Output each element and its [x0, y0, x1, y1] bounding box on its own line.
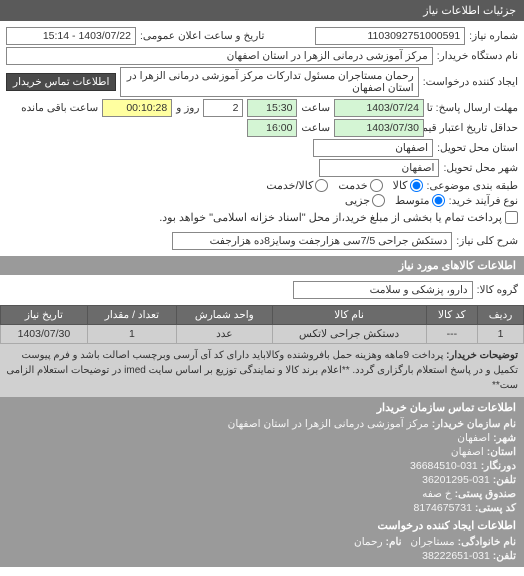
- tab-header: جزئیات اطلاعات نیاز: [0, 0, 524, 21]
- contact-tel: 031-38222651: [422, 550, 490, 562]
- cat-service-label: خدمت: [338, 179, 367, 192]
- contact-family-label: نام خانوادگی:: [458, 536, 516, 548]
- contact-name: رحمان: [354, 536, 383, 548]
- col-qty: تعداد / مقدار: [87, 306, 176, 325]
- contact-postal-label: کد پستی:: [475, 502, 516, 514]
- contact-org: مرکز آموزشی درمانی الزهرا در استان اصفها…: [228, 418, 429, 430]
- contact-phone-label: تلفن:: [493, 474, 516, 486]
- proc-partial-label: جزیی: [345, 194, 370, 207]
- deadline-date-field: 1403/07/24: [334, 99, 424, 117]
- delivery-province-field: اصفهان: [313, 139, 433, 157]
- goods-table: ردیف کد کالا نام کالا واحد شمارش تعداد /…: [0, 305, 524, 344]
- creator-label: ایجاد کننده درخواست:: [423, 76, 518, 88]
- cat-all-label: کالا: [393, 179, 408, 192]
- tab-title: جزئیات اطلاعات نیاز: [423, 4, 516, 17]
- request-no-label: شماره نیاز:: [469, 30, 518, 42]
- contact-tel-label: تلفن:: [493, 550, 516, 562]
- col-code: کد کالا: [426, 306, 478, 325]
- delivery-city-label: شهر محل تحویل:: [443, 162, 518, 174]
- price-validity-time-field: 16:00: [247, 119, 297, 137]
- notes-box: توضیحات خریدار: پرداخت 9ماهه وهزینه حمل …: [0, 344, 524, 397]
- contact-province: اصفهان: [451, 446, 484, 458]
- proc-medium-label: متوسط: [395, 194, 430, 207]
- desc-field: دستکش جراحی 7/5سی هزارجفت وسایز8ده هزارج…: [172, 232, 452, 250]
- proc-partial-input[interactable]: [372, 194, 385, 207]
- category-label: طبقه بندی موضوعی:: [427, 180, 518, 192]
- contact-section-title: اطلاعات تماس سازمان خریدار: [8, 401, 516, 414]
- proc-medium-radio[interactable]: متوسط: [395, 194, 445, 207]
- contact-province-label: استان:: [487, 446, 516, 458]
- creator-section-title: اطلاعات ایجاد کننده درخواست: [8, 519, 516, 532]
- proc-note-checkbox[interactable]: پرداخت تمام یا بخشی از مبلغ خرید،از محل …: [159, 211, 518, 224]
- deadline-label: مهلت ارسال پاسخ: تا تاریخ:: [428, 102, 518, 114]
- procurement-label: نوع فرآیند خرید:: [449, 195, 518, 207]
- col-row: ردیف: [478, 306, 524, 325]
- price-validity-date-field: 1403/07/30: [334, 119, 424, 137]
- col-date: تاریخ نیاز: [1, 306, 88, 325]
- remaining-label: ساعت باقی مانده: [21, 102, 98, 114]
- category-radio-group: کالا خدمت کالا/خدمت: [266, 179, 422, 192]
- contact-pobox: خ صفه: [422, 488, 452, 500]
- desc-label: شرح کلی نیاز:: [456, 235, 518, 247]
- table-row[interactable]: 1 --- دستکش جراحی لاتکس عدد 1 1403/07/30: [1, 325, 524, 344]
- col-name: نام کالا: [272, 306, 426, 325]
- proc-note-input[interactable]: [505, 211, 518, 224]
- delivery-city-field: اصفهان: [319, 159, 439, 177]
- contact-postal: 8174675731: [414, 502, 472, 514]
- cell-date: 1403/07/30: [1, 325, 88, 344]
- remaining-days-field: 2: [203, 99, 243, 117]
- announce-datetime-field: 1403/07/22 - 15:14: [6, 27, 136, 45]
- cat-both-label: کالا/خدمت: [266, 179, 313, 192]
- notes-text: پرداخت 9ماهه وهزینه حمل بافروشنده وکالاب…: [6, 350, 518, 391]
- cat-both-radio[interactable]: کالا/خدمت: [266, 179, 328, 192]
- time-label-1: ساعت: [301, 102, 330, 114]
- proc-medium-input[interactable]: [432, 194, 445, 207]
- announce-datetime-label: تاریخ و ساعت اعلان عمومی:: [140, 30, 264, 42]
- creator-field: رحمان مستاجران مسئول تدارکات مرکز آموزشی…: [120, 67, 418, 97]
- cell-row: 1: [478, 325, 524, 344]
- col-unit: واحد شمارش: [176, 306, 272, 325]
- cell-name: دستکش جراحی لاتکس: [272, 325, 426, 344]
- days-label: روز و: [176, 102, 199, 114]
- cat-service-radio[interactable]: خدمت: [338, 179, 382, 192]
- proc-partial-radio[interactable]: جزیی: [345, 194, 385, 207]
- group-field: دارو، پزشکی و سلامت: [293, 281, 473, 299]
- cell-unit: عدد: [176, 325, 272, 344]
- cat-both-input[interactable]: [315, 179, 328, 192]
- contact-section: اطلاعات تماس سازمان خریدار نام سازمان خر…: [0, 397, 524, 567]
- contact-org-label: نام سازمان خریدار:: [432, 418, 516, 430]
- contact-phone: 031-36201295: [422, 474, 490, 486]
- procurement-radio-group: متوسط جزیی: [345, 194, 445, 207]
- contact-city: اصفهان: [457, 432, 490, 444]
- delivery-province-label: استان محل تحویل:: [437, 142, 518, 154]
- buyer-org-field: مرکز آموزشی درمانی الزهرا در استان اصفها…: [6, 47, 433, 65]
- price-validity-label: حداقل تاریخ اعتبار قیمت تا تاریخ:: [428, 122, 518, 134]
- contact-name-label: نام:: [385, 536, 401, 548]
- goods-section-title: اطلاعات کالاهای مورد نیاز: [0, 256, 524, 275]
- notes-label: توضیحات خریدار:: [446, 350, 518, 361]
- cell-qty: 1: [87, 325, 176, 344]
- table-header-row: ردیف کد کالا نام کالا واحد شمارش تعداد /…: [1, 306, 524, 325]
- buyer-org-label: نام دستگاه خریدار:: [437, 50, 518, 62]
- cat-all-radio[interactable]: کالا: [393, 179, 423, 192]
- cat-all-input[interactable]: [410, 179, 423, 192]
- proc-note-label: پرداخت تمام یا بخشی از مبلغ خرید،از محل …: [159, 211, 502, 224]
- contact-family: مستاجران: [410, 536, 454, 548]
- request-no-field: 1103092751000591: [315, 27, 465, 45]
- deadline-time-field: 15:30: [247, 99, 297, 117]
- cat-service-input[interactable]: [370, 179, 383, 192]
- contact-buyer-button[interactable]: اطلاعات تماس خریدار: [6, 73, 116, 91]
- contact-city-label: شهر:: [493, 432, 516, 444]
- cell-code: ---: [426, 325, 478, 344]
- contact-fax: 031-36684510: [410, 460, 478, 472]
- group-label: گروه کالا:: [477, 284, 518, 296]
- remaining-time-field: 00:10:28: [102, 99, 172, 117]
- contact-fax-label: دورنگار:: [481, 460, 516, 472]
- contact-pobox-label: صندوق پستی:: [455, 488, 516, 500]
- time-label-2: ساعت: [301, 122, 330, 134]
